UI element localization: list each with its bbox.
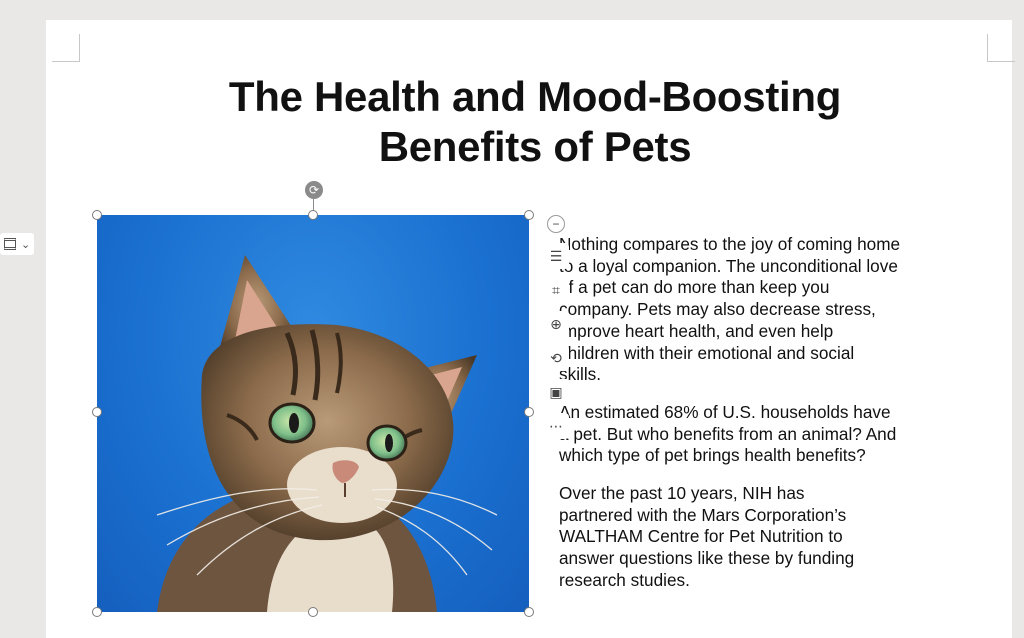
text-line: Over the past 10 years, NIH has — [559, 483, 805, 504]
text-line: which type of pet brings health benefits… — [559, 445, 866, 466]
document-page: The Health and Mood-Boosting Benefits of… — [46, 20, 1015, 638]
text-line: research studies. — [559, 569, 690, 590]
margin-corner-top-right — [987, 34, 1015, 62]
resize-handle-right[interactable] — [524, 407, 534, 417]
cat-illustration — [156, 255, 498, 612]
document-title[interactable]: The Health and Mood-Boosting Benefits of… — [156, 72, 914, 172]
title-line: Benefits of Pets — [378, 123, 692, 170]
body-text[interactable]: Nothing compares to the joy of coming ho… — [559, 234, 959, 608]
resize-handle-top-left[interactable] — [92, 210, 102, 220]
text-line: An estimated 68% of U.S. households have — [559, 401, 891, 422]
text-line: children with their emotional and social — [559, 342, 855, 363]
more-icon[interactable]: ⋯ — [543, 413, 569, 439]
text-line: skills. — [559, 364, 602, 385]
minus-icon[interactable]: − — [547, 215, 565, 233]
rotate-icon[interactable]: ⟲ — [543, 345, 569, 371]
paragraph: Over the past 10 years, NIH has partnere… — [559, 483, 959, 592]
text-line: partnered with the Mars Corporation’s — [559, 504, 847, 525]
replace-image-icon[interactable]: ▣ — [543, 379, 569, 405]
wrap-text-icon[interactable]: ☰ — [543, 243, 569, 269]
resize-handle-bottom-left[interactable] — [92, 607, 102, 617]
layout-options-button[interactable]: ⌄ — [0, 233, 34, 255]
text-line: to a loyal companion. The unconditional … — [559, 255, 898, 276]
text-line: WALTHAM Centre for Pet Nutrition to — [559, 526, 843, 547]
cat-image[interactable] — [97, 215, 529, 612]
resize-handle-top[interactable] — [308, 210, 318, 220]
paragraph: Nothing compares to the joy of coming ho… — [559, 234, 959, 386]
zoom-in-icon[interactable]: ⊕ — [543, 311, 569, 337]
margin-corner-top-left — [52, 34, 80, 62]
text-line: improve heart health, and even help — [559, 320, 834, 341]
text-line: Nothing compares to the joy of coming ho… — [559, 234, 901, 254]
paragraph: An estimated 68% of U.S. households have… — [559, 402, 959, 467]
resize-handle-bottom[interactable] — [308, 607, 318, 617]
chevron-down-icon: ⌄ — [21, 238, 31, 251]
rotate-connector — [313, 199, 314, 215]
resize-handle-left[interactable] — [92, 407, 102, 417]
text-line: answer questions like these by funding — [559, 548, 855, 569]
title-line: The Health and Mood-Boosting — [228, 73, 842, 120]
resize-handle-top-right[interactable] — [524, 210, 534, 220]
text-line: a pet. But who benefits from an animal? … — [559, 423, 897, 444]
layout-options-icon — [4, 238, 16, 250]
text-line: of a pet can do more than keep you — [559, 277, 830, 298]
crop-icon[interactable]: ⌗ — [543, 277, 569, 303]
rotate-handle[interactable]: ⟳ — [305, 181, 323, 199]
text-line: company. Pets may also decrease stress, — [559, 299, 876, 320]
resize-handle-bottom-right[interactable] — [524, 607, 534, 617]
image-quick-toolbar: − ☰ ⌗ ⊕ ⟲ ▣ ⋯ — [543, 215, 571, 447]
